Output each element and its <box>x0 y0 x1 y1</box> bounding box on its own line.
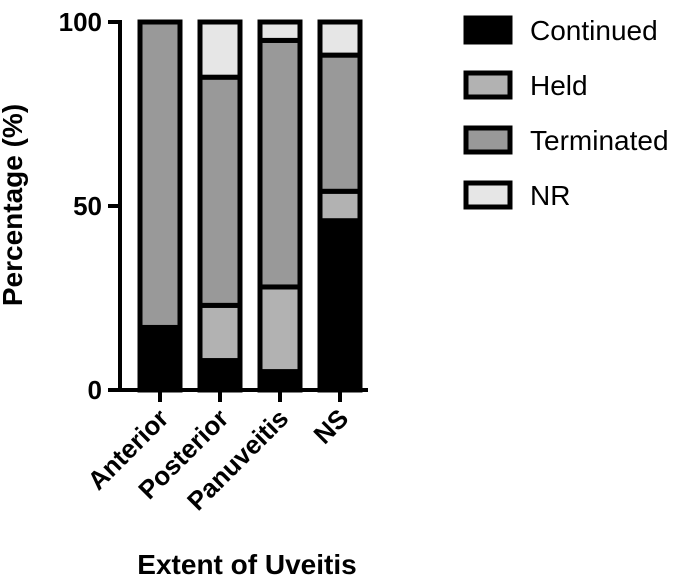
bar-segment-anterior-terminated <box>137 19 183 330</box>
legend-item-terminated: Terminated <box>463 125 669 156</box>
bar-segment-posterior-continued <box>197 358 243 393</box>
y-axis-title: Percentage (%) <box>0 104 28 306</box>
bar-group-ns <box>317 19 363 393</box>
bar-segment-panuveitis-held <box>257 284 303 375</box>
y-tick-label: 100 <box>59 7 102 37</box>
legend-swatch <box>463 125 513 155</box>
legend-item-nr: NR <box>463 180 570 211</box>
bar-segment-panuveitis-nr <box>257 19 303 43</box>
bar-segment-posterior-held <box>197 302 243 364</box>
legend-swatch <box>463 70 513 100</box>
legend-item-continued: Continued <box>463 15 658 46</box>
legend-swatch <box>463 180 513 210</box>
bar-segment-ns-held <box>317 188 363 224</box>
bar-segment-panuveitis-terminated <box>257 37 303 290</box>
bar-segment-ns-continued <box>317 218 363 393</box>
legend-label: Held <box>530 70 588 101</box>
plot-area <box>137 19 363 393</box>
bar-segment-ns-terminated <box>317 52 363 194</box>
bar-group-posterior <box>197 19 243 393</box>
legend-label: Terminated <box>530 125 669 156</box>
bar-segment-ns-nr <box>317 19 363 58</box>
legend-label: NR <box>530 180 570 211</box>
legend: Continued Held Terminated NR <box>463 15 669 211</box>
bar-group-anterior <box>137 19 183 393</box>
x-tick-label: NS <box>307 403 354 450</box>
y-tick-label: 50 <box>73 191 102 221</box>
legend-label: Continued <box>530 15 658 46</box>
bar-segment-posterior-nr <box>197 19 243 80</box>
y-tick-label: 0 <box>88 375 102 405</box>
bar-segment-posterior-terminated <box>197 74 243 308</box>
bar-segment-anterior-continued <box>137 324 183 393</box>
bar-segment-panuveitis-continued <box>257 369 303 393</box>
x-axis-title: Extent of Uveitis <box>137 549 356 580</box>
y-axis: 0 50 100 <box>59 7 122 405</box>
legend-swatch <box>463 15 513 45</box>
legend-item-held: Held <box>463 70 588 101</box>
bar-group-panuveitis <box>257 19 303 393</box>
